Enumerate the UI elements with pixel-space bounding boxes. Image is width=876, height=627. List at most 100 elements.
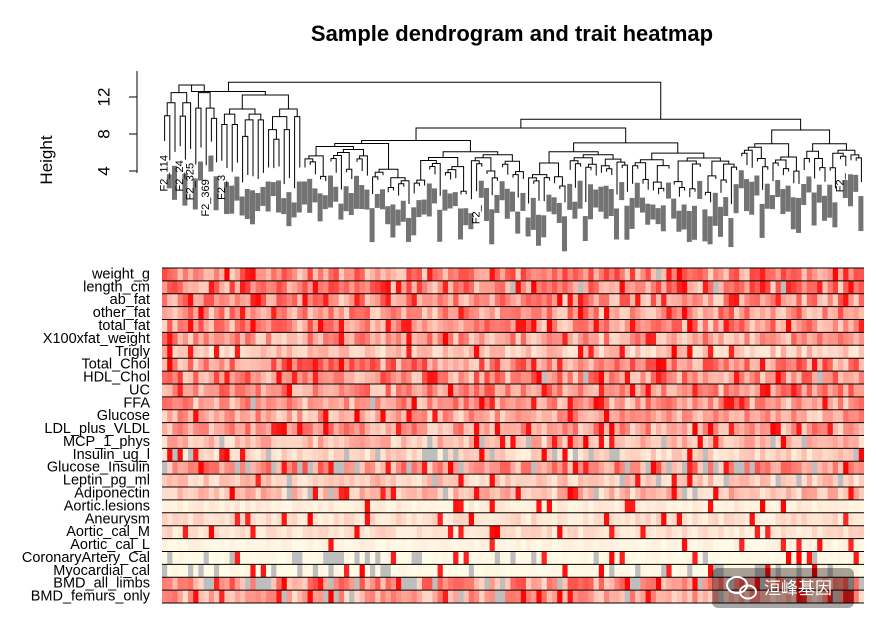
heatmap-cell (676, 538, 683, 552)
heatmap-cell (541, 319, 548, 333)
heatmap-cell (427, 525, 433, 539)
heatmap-cell (718, 564, 725, 578)
heatmap-cell (562, 577, 569, 591)
leaf-label-glyph (624, 205, 630, 240)
heatmap-cell (380, 435, 387, 449)
heatmap-cell (546, 577, 553, 591)
heatmap-cell (484, 590, 491, 603)
heatmap-cell (723, 358, 730, 372)
heatmap-cell (708, 358, 714, 372)
heatmap-cell (359, 448, 366, 462)
leaf-label-glyph (806, 176, 812, 193)
heatmap-cell (406, 551, 413, 565)
leaf-label-glyph (369, 208, 375, 243)
heatmap-cell (526, 268, 532, 282)
heatmap-cell (323, 409, 329, 424)
heatmap-cell (604, 577, 610, 591)
heatmap-cell (494, 487, 501, 501)
heatmap-cell (552, 319, 558, 333)
heatmap-cell (307, 577, 314, 591)
heatmap-cell (526, 448, 532, 462)
heatmap-cell (593, 564, 600, 578)
heatmap-cell (838, 538, 844, 552)
heatmap-cell (307, 525, 314, 539)
heatmap-cell (578, 409, 584, 424)
heatmap-cell (515, 525, 522, 539)
heatmap-cell (661, 525, 667, 539)
heatmap-cell (843, 461, 849, 475)
heatmap-cell (494, 422, 501, 436)
heatmap-cell (203, 306, 210, 320)
heatmap-cell (692, 409, 699, 424)
heatmap-cell (468, 345, 475, 359)
heatmap-cell (276, 448, 283, 462)
heatmap-cell (286, 306, 293, 320)
dendrogram-branch (559, 185, 566, 203)
heatmap-cell (609, 319, 615, 333)
dendrogram-branch (587, 163, 597, 176)
heatmap-cell (427, 319, 433, 333)
heatmap-cell (734, 319, 740, 333)
heatmap-cell (286, 319, 293, 333)
heatmap-cell (286, 345, 293, 359)
heatmap-cell (817, 448, 823, 462)
heatmap-cell (734, 422, 740, 436)
heatmap-cell (604, 422, 610, 436)
heatmap-cell (484, 293, 491, 308)
heatmap-cell (510, 396, 517, 411)
heatmap-cell (843, 422, 849, 436)
heatmap-cell (588, 435, 595, 449)
heatmap-cell (853, 461, 860, 475)
heatmap-cell (853, 371, 860, 385)
heatmap-cell (328, 383, 335, 398)
heatmap-cell (323, 551, 329, 565)
heatmap-cell (349, 358, 355, 372)
heatmap-cell (370, 512, 376, 527)
heatmap-cell (406, 525, 413, 539)
heatmap-cell (255, 268, 262, 282)
heatmap-cell (442, 474, 449, 488)
y-axis-label: Height (37, 135, 56, 184)
heatmap-cell (208, 448, 215, 462)
heatmap-cell (567, 332, 574, 346)
heatmap-cell (812, 319, 818, 333)
heatmap-cell (489, 435, 496, 449)
heatmap-cell (775, 461, 782, 475)
heatmap-cell (318, 435, 324, 449)
heatmap-cell (552, 499, 558, 514)
heatmap-cell (708, 461, 714, 475)
heatmap-cell (458, 512, 465, 527)
heatmap-cell (224, 319, 231, 333)
heatmap-cell (411, 435, 418, 449)
heatmap-cell (463, 383, 470, 398)
heatmap-cell (832, 371, 839, 385)
heatmap-cell (307, 396, 314, 411)
heatmap-cell (619, 525, 626, 539)
heatmap-cell (604, 525, 610, 539)
heatmap-cell (292, 590, 298, 603)
heatmap-cell (333, 306, 340, 320)
heatmap-cell (188, 461, 194, 475)
heatmap-cell (650, 280, 657, 295)
heatmap-cell (307, 268, 314, 282)
heatmap-cell (427, 358, 433, 372)
heatmap-cell (687, 345, 693, 359)
heatmap-cell (812, 564, 818, 578)
heatmap-cell (255, 383, 262, 398)
heatmap-cell (515, 487, 522, 501)
heatmap-cell (728, 487, 735, 501)
heatmap-cell (858, 448, 864, 462)
heatmap-cell (583, 487, 589, 501)
heatmap-cell (552, 487, 558, 501)
heatmap-cell (416, 268, 423, 282)
heatmap-cell (531, 461, 537, 475)
heatmap-cell (848, 306, 855, 320)
heatmap-cell (245, 396, 251, 411)
heatmap-cell (754, 371, 761, 385)
heatmap-cell (666, 448, 673, 462)
heatmap-cell (260, 396, 267, 411)
heatmap-cell (333, 590, 340, 603)
heatmap-cell (682, 306, 688, 320)
heatmap-cell (541, 577, 548, 591)
leaf-label-glyph (629, 197, 635, 229)
